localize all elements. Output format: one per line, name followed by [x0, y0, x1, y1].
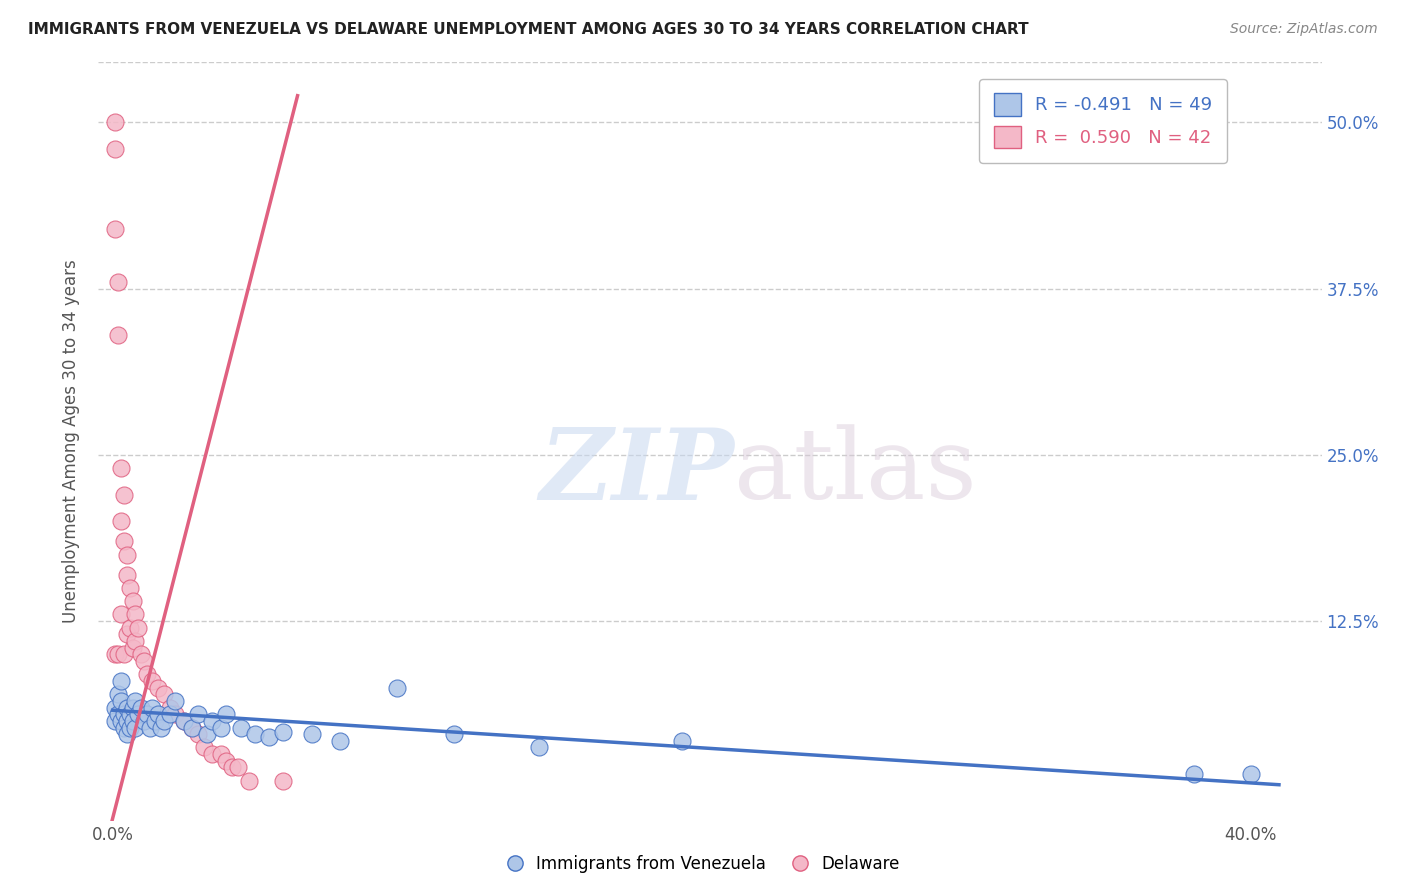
- Point: [201, 714, 224, 728]
- Point: [229, 721, 252, 735]
- Point: [110, 694, 132, 708]
- Point: [215, 754, 238, 768]
- Point: [118, 707, 141, 722]
- Point: [121, 714, 143, 728]
- Point: [127, 621, 149, 635]
- Point: [107, 648, 129, 662]
- Point: [124, 721, 146, 735]
- Point: [104, 221, 127, 235]
- Point: [150, 721, 173, 735]
- Point: [215, 707, 238, 722]
- Text: ZIP: ZIP: [540, 424, 734, 520]
- Point: [443, 727, 465, 741]
- Point: [104, 700, 127, 714]
- Point: [141, 700, 163, 714]
- Point: [209, 721, 232, 735]
- Point: [173, 714, 195, 728]
- Point: [118, 721, 141, 735]
- Point: [121, 594, 143, 608]
- Point: [221, 760, 243, 774]
- Point: [173, 714, 195, 728]
- Text: atlas: atlas: [734, 424, 977, 520]
- Point: [201, 747, 224, 761]
- Point: [132, 714, 155, 728]
- Point: [129, 648, 152, 662]
- Point: [159, 707, 181, 722]
- Point: [110, 714, 132, 728]
- Point: [181, 721, 204, 735]
- Legend: Immigrants from Venezuela, Delaware: Immigrants from Venezuela, Delaware: [499, 848, 907, 880]
- Point: [115, 714, 138, 728]
- Point: [118, 621, 141, 635]
- Point: [110, 461, 132, 475]
- Point: [153, 714, 176, 728]
- Point: [115, 548, 138, 562]
- Point: [529, 740, 551, 755]
- Point: [124, 694, 146, 708]
- Point: [112, 488, 135, 502]
- Point: [135, 667, 157, 681]
- Point: [129, 700, 152, 714]
- Point: [124, 607, 146, 622]
- Point: [112, 648, 135, 662]
- Point: [141, 673, 163, 688]
- Point: [257, 730, 280, 744]
- Point: [1182, 767, 1205, 781]
- Point: [226, 760, 249, 774]
- Point: [104, 714, 127, 728]
- Point: [115, 727, 138, 741]
- Point: [138, 721, 160, 735]
- Point: [301, 727, 323, 741]
- Point: [112, 534, 135, 549]
- Point: [146, 681, 169, 695]
- Point: [671, 734, 693, 748]
- Point: [110, 514, 132, 528]
- Point: [104, 115, 127, 129]
- Point: [243, 727, 266, 741]
- Point: [273, 724, 295, 739]
- Point: [165, 707, 187, 722]
- Point: [127, 707, 149, 722]
- Point: [110, 607, 132, 622]
- Point: [118, 581, 141, 595]
- Point: [121, 700, 143, 714]
- Point: [135, 707, 157, 722]
- Point: [115, 700, 138, 714]
- Point: [238, 773, 260, 788]
- Point: [193, 740, 215, 755]
- Point: [165, 694, 187, 708]
- Legend: R = -0.491   N = 49, R =  0.590   N = 42: R = -0.491 N = 49, R = 0.590 N = 42: [980, 79, 1227, 163]
- Point: [209, 747, 232, 761]
- Point: [146, 707, 169, 722]
- Point: [112, 721, 135, 735]
- Point: [107, 687, 129, 701]
- Point: [1239, 767, 1261, 781]
- Point: [115, 627, 138, 641]
- Point: [181, 721, 204, 735]
- Point: [329, 734, 352, 748]
- Point: [273, 773, 295, 788]
- Point: [143, 714, 166, 728]
- Point: [385, 681, 408, 695]
- Point: [195, 727, 218, 741]
- Point: [159, 700, 181, 714]
- Point: [107, 707, 129, 722]
- Point: [112, 707, 135, 722]
- Text: IMMIGRANTS FROM VENEZUELA VS DELAWARE UNEMPLOYMENT AMONG AGES 30 TO 34 YEARS COR: IMMIGRANTS FROM VENEZUELA VS DELAWARE UN…: [28, 22, 1029, 37]
- Point: [104, 648, 127, 662]
- Point: [124, 634, 146, 648]
- Point: [115, 567, 138, 582]
- Point: [107, 275, 129, 289]
- Point: [121, 640, 143, 655]
- Point: [107, 328, 129, 343]
- Point: [187, 727, 209, 741]
- Point: [110, 673, 132, 688]
- Point: [187, 707, 209, 722]
- Text: Source: ZipAtlas.com: Source: ZipAtlas.com: [1230, 22, 1378, 37]
- Point: [153, 687, 176, 701]
- Point: [104, 142, 127, 156]
- Y-axis label: Unemployment Among Ages 30 to 34 years: Unemployment Among Ages 30 to 34 years: [62, 260, 80, 624]
- Point: [132, 654, 155, 668]
